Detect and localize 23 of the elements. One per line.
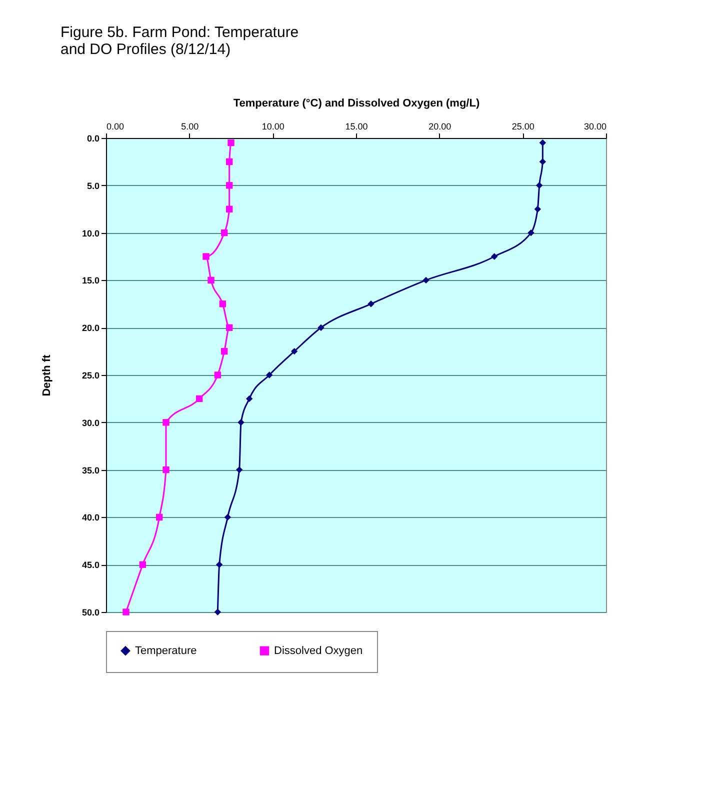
y-tick-label: 0.0	[86, 134, 100, 144]
y-tick-label: 35.0	[82, 465, 100, 476]
x-tick-label: 10.00	[262, 122, 284, 132]
x-tick-label: 20.00	[428, 122, 452, 132]
legend-label: Temperature	[135, 644, 197, 657]
x-tick-label: 15.00	[345, 122, 368, 132]
legend-label: Dissolved Oxygen	[274, 644, 363, 657]
chart-title: Figure 5b. Farm Pond: Temperature and DO Profiles (8/12/14)	[60, 24, 299, 58]
y-tick-label: 5.0	[86, 180, 100, 191]
y-tick-label: 50.0	[82, 608, 100, 618]
y-tick-label: 15.0	[82, 276, 100, 286]
y-tick-label: 30.0	[82, 418, 100, 428]
x-tick-label: 30.00	[584, 122, 606, 132]
x-axis-title: Temperature (°C) and Dissolved Oxygen (mg/L)	[233, 98, 480, 110]
y-tick-label: 45.0	[82, 560, 100, 570]
x-tick-label: 0.00	[106, 122, 124, 132]
y-tick-label: 25.0	[82, 370, 100, 380]
y-axis-title: Depth ft	[40, 354, 53, 396]
x-tick-label: 5.00	[181, 122, 199, 132]
x-tick-label: 25.00	[512, 122, 534, 132]
y-tick-label: 10.0	[82, 228, 100, 238]
y-tick-label: 40.0	[82, 512, 100, 523]
y-tick-label: 20.0	[82, 323, 100, 334]
